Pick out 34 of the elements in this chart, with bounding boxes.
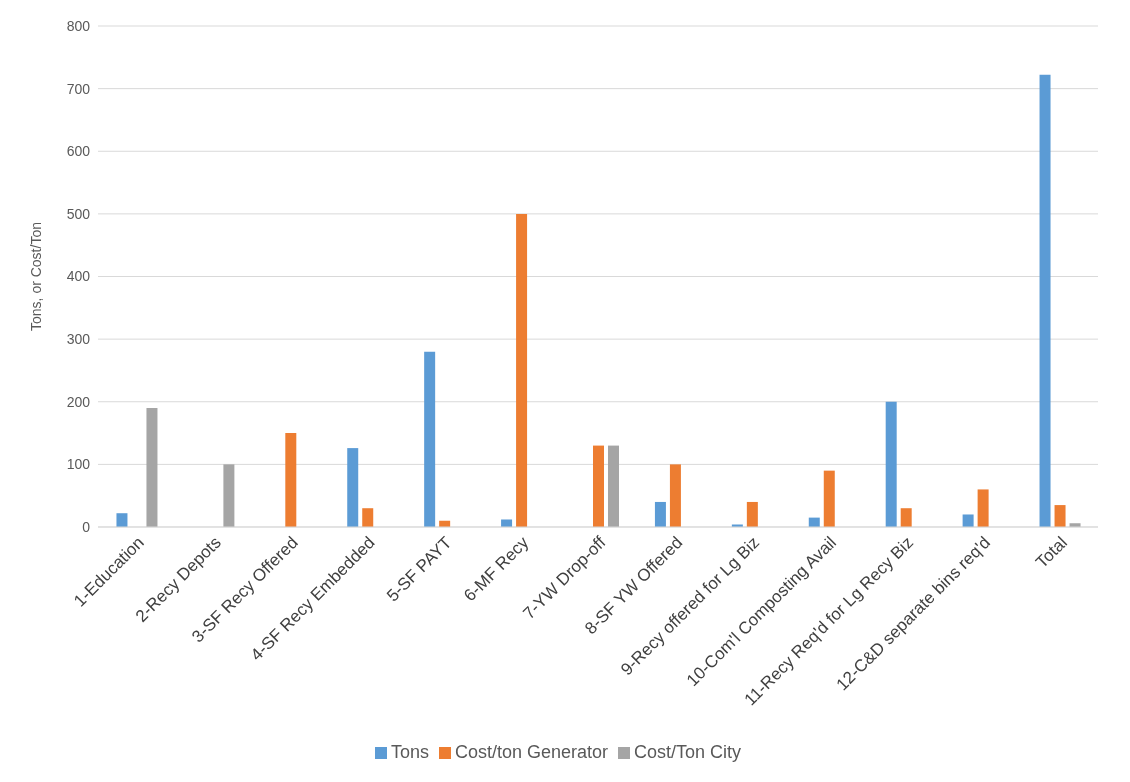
y-tick-label: 600	[66, 143, 91, 160]
y-tick-label: 300	[66, 331, 91, 348]
bar	[593, 445, 604, 527]
bar	[885, 401, 897, 527]
bar	[608, 445, 619, 527]
bar	[1054, 505, 1066, 527]
y-tick-label: 0	[82, 518, 91, 535]
legend-label: Cost/ton Generator	[454, 742, 609, 762]
y-tick-label: 100	[66, 456, 91, 473]
y-axis-title: Tons, or Cost/Ton	[27, 222, 44, 331]
y-tick-label: 500	[66, 205, 91, 222]
bar	[223, 464, 235, 527]
y-tick-label: 400	[66, 268, 91, 285]
bar	[746, 501, 758, 527]
bar	[516, 213, 528, 527]
bar	[977, 489, 989, 527]
bar	[501, 519, 513, 527]
bar	[900, 508, 912, 527]
bar	[347, 448, 359, 527]
bar	[1039, 74, 1051, 527]
legend-label: Cost/Ton City	[634, 742, 742, 762]
bar	[285, 433, 297, 527]
bar	[823, 470, 835, 527]
y-tick-label: 800	[66, 17, 91, 34]
bar	[116, 513, 128, 527]
y-tick-label: 200	[66, 393, 91, 410]
bar	[424, 351, 436, 527]
bar	[962, 514, 974, 527]
bar	[654, 501, 666, 527]
bar	[669, 464, 681, 527]
bar	[362, 508, 374, 527]
y-tick-label: 700	[66, 80, 91, 97]
bar	[146, 408, 158, 527]
legend-label: Tons	[390, 742, 429, 762]
